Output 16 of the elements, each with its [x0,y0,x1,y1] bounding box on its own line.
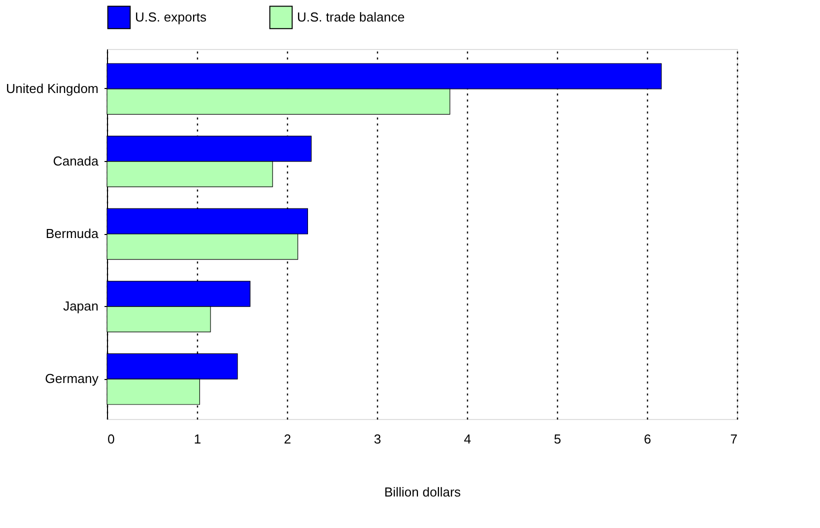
x-axis-title: Billion dollars [384,484,462,500]
y-tick-label: Canada [52,153,100,168]
x-tick-label: 1 [194,432,202,446]
x-tick-label: 2 [284,432,292,446]
x-tick-label: 0 [108,432,115,446]
y-tick-label: United Kingdom [6,80,98,96]
x-tick-label: 3 [374,432,382,446]
y-tick-label: Japan [63,298,98,314]
legend-label: U.S. trade balance [297,9,405,24]
x-tick-label: 7 [730,432,738,446]
y-tick-label: Germany [45,371,99,386]
x-tick-label: 6 [644,432,652,446]
x-tick-label: 4 [464,432,472,446]
legend-label: U.S. exports [135,9,208,24]
x-tick-label: 5 [554,432,562,446]
y-tick-label: Bermuda [46,226,100,241]
